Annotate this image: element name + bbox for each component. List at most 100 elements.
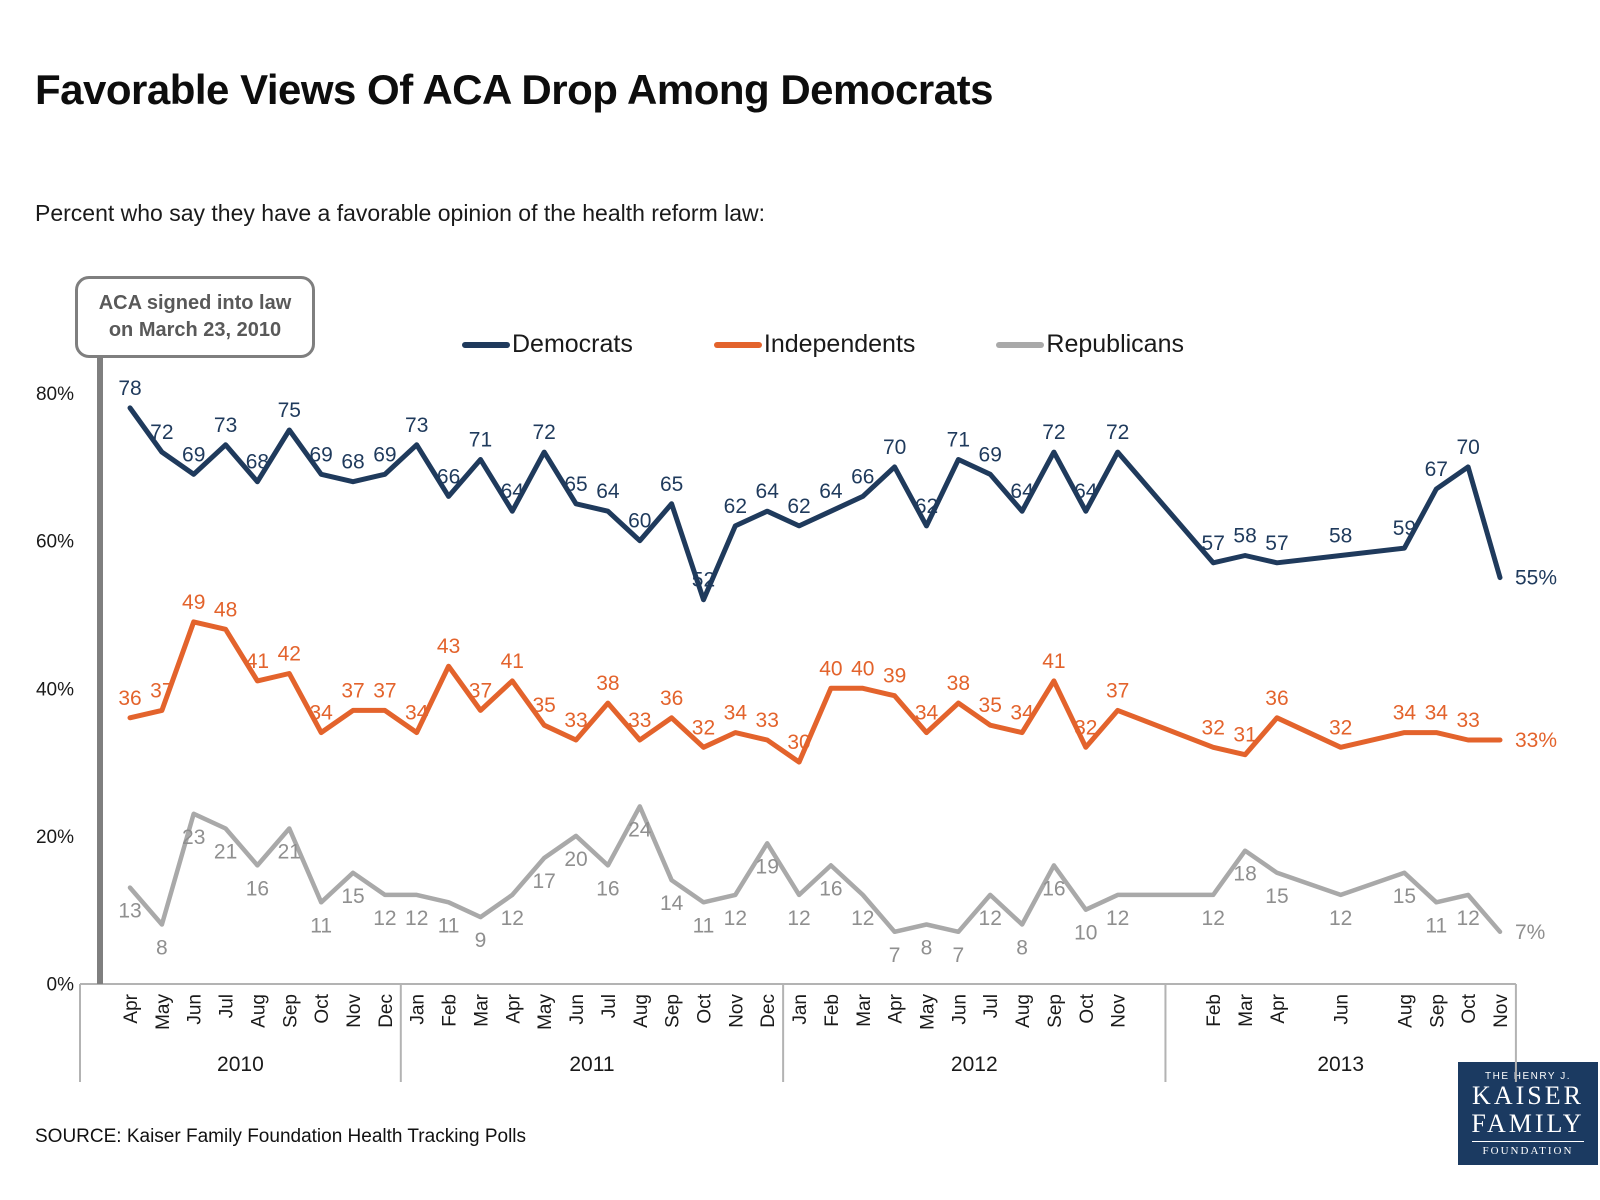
month-label: Feb — [440, 994, 461, 1027]
republicans-line-swatch — [996, 341, 1045, 348]
republicans-data-label: 12 — [724, 907, 747, 930]
republicans-data-label: 7 — [889, 944, 901, 967]
independents-data-label: 34 — [1425, 702, 1449, 725]
democrats-data-label: 67 — [1425, 458, 1448, 481]
republicans-data-label: 21 — [214, 841, 237, 864]
democrats-data-label: 62 — [724, 495, 747, 518]
republicans-data-label: 12 — [979, 907, 1002, 930]
democrats-data-label: 62 — [787, 495, 810, 518]
month-label: Oct — [312, 993, 333, 1023]
republicans-data-label: 21 — [278, 841, 301, 864]
democrats-data-label: 72 — [150, 421, 173, 444]
democrats-data-label: 70 — [1456, 436, 1479, 459]
democrats-data-label: 69 — [309, 443, 332, 466]
legend-item-republicans: Republicans — [996, 330, 1184, 359]
month-label: Jul — [217, 994, 238, 1018]
month-label: Feb — [822, 994, 843, 1027]
independents-data-label: 34 — [1393, 702, 1417, 725]
republicans-data-label: 15 — [1393, 885, 1416, 908]
democrats-data-label: 75 — [278, 399, 301, 422]
page-title: Favorable Views Of ACA Drop Among Democr… — [35, 66, 993, 113]
month-label: Nov — [1491, 994, 1512, 1028]
month-label: Apr — [121, 993, 142, 1023]
independents-data-label: 32 — [1202, 716, 1225, 739]
independents-data-label: 49 — [182, 591, 205, 614]
republicans-data-label: 12 — [1329, 907, 1352, 930]
year-label: 2010 — [217, 1053, 264, 1076]
independents-data-label: 33 — [756, 709, 779, 732]
annotation-line-1: ACA signed into law — [98, 292, 292, 314]
republicans-data-label: 8 — [156, 936, 168, 959]
y-axis-tick-label: 60% — [36, 532, 74, 553]
republicans-data-label: 12 — [1456, 907, 1479, 930]
legend-label-republicans: Republicans — [1046, 330, 1184, 358]
month-label: Nov — [726, 994, 747, 1028]
legend-item-independents: Independents — [713, 330, 916, 359]
independents-data-label: 37 — [469, 679, 492, 702]
month-label: Oct — [1459, 993, 1480, 1023]
republicans-data-label: 16 — [819, 877, 842, 900]
month-label: Mar — [854, 993, 875, 1026]
y-axis-tick-label: 40% — [36, 679, 74, 700]
month-label: Jul — [981, 994, 1002, 1018]
month-label: Oct — [1077, 993, 1098, 1023]
democrats-data-label: 58 — [1329, 524, 1352, 547]
legend-item-democrats: Democrats — [462, 330, 633, 359]
independents-data-label: 39 — [883, 665, 906, 688]
independents-data-label: 34 — [724, 702, 748, 725]
legend-label-independents: Independents — [763, 330, 916, 358]
independents-data-label: 35 — [533, 694, 556, 717]
month-label: Apr — [1268, 993, 1289, 1023]
republicans-data-label: 12 — [787, 907, 810, 930]
republicans-data-label: 7 — [953, 944, 965, 967]
independents-data-label: 32 — [1329, 716, 1352, 739]
month-label: Jun — [567, 994, 588, 1025]
independents-data-label: 33 — [564, 709, 587, 732]
independents-data-label: 34 — [1010, 702, 1034, 725]
democrats-data-label: 73 — [214, 414, 237, 437]
month-label: Dec — [758, 994, 779, 1028]
month-label: Aug — [248, 994, 269, 1028]
democrats-data-label: 68 — [341, 451, 364, 474]
year-label: 2012 — [951, 1053, 998, 1076]
independents-data-label: 37 — [1106, 679, 1129, 702]
democrats-data-label: 73 — [405, 414, 428, 437]
month-label: Jun — [185, 994, 206, 1025]
year-label: 2013 — [1317, 1053, 1364, 1076]
democrats-data-label: 69 — [979, 443, 1002, 466]
independents-data-label: 38 — [947, 672, 970, 695]
republicans-data-label: 16 — [246, 877, 269, 900]
independents-data-label: 33% — [1515, 729, 1557, 752]
legend-label-democrats: Democrats — [512, 330, 633, 358]
democrats-data-label: 78 — [118, 377, 141, 400]
republicans-data-label: 8 — [921, 936, 933, 959]
republicans-data-label: 12 — [501, 907, 524, 930]
aca-signed-annotation: ACA signed into law on March 23, 2010 — [75, 276, 315, 358]
republicans-data-label: 12 — [1106, 907, 1129, 930]
month-label: Sep — [1045, 994, 1066, 1028]
republicans-data-label: 23 — [182, 826, 205, 849]
republicans-data-label: 20 — [564, 848, 587, 871]
independents-data-label: 40 — [819, 657, 842, 680]
democrats-line-swatch — [462, 341, 510, 348]
month-label: Oct — [694, 993, 715, 1023]
y-axis-tick-label: 20% — [36, 827, 74, 848]
democrats-data-label: 70 — [883, 436, 906, 459]
democrats-data-label: 72 — [1042, 421, 1065, 444]
democrats-data-label: 64 — [819, 480, 843, 503]
democrats-data-label: 57 — [1202, 532, 1225, 555]
month-label: Mar — [1236, 993, 1257, 1026]
independents-line — [127, 619, 1503, 765]
logo-line-henry-j: THE HENRY J. — [1485, 1071, 1571, 1082]
month-label: Jun — [1332, 994, 1353, 1025]
independents-data-label: 33 — [628, 709, 651, 732]
independents-data-label: 37 — [150, 679, 173, 702]
independents-data-label: 41 — [246, 650, 269, 673]
democrats-data-label: 64 — [1074, 480, 1098, 503]
month-label: Aug — [1395, 994, 1416, 1028]
republicans-line — [127, 804, 1503, 935]
republicans-data-label: 14 — [660, 892, 684, 915]
independents-data-label: 36 — [660, 687, 683, 710]
month-label: Aug — [1013, 994, 1034, 1028]
